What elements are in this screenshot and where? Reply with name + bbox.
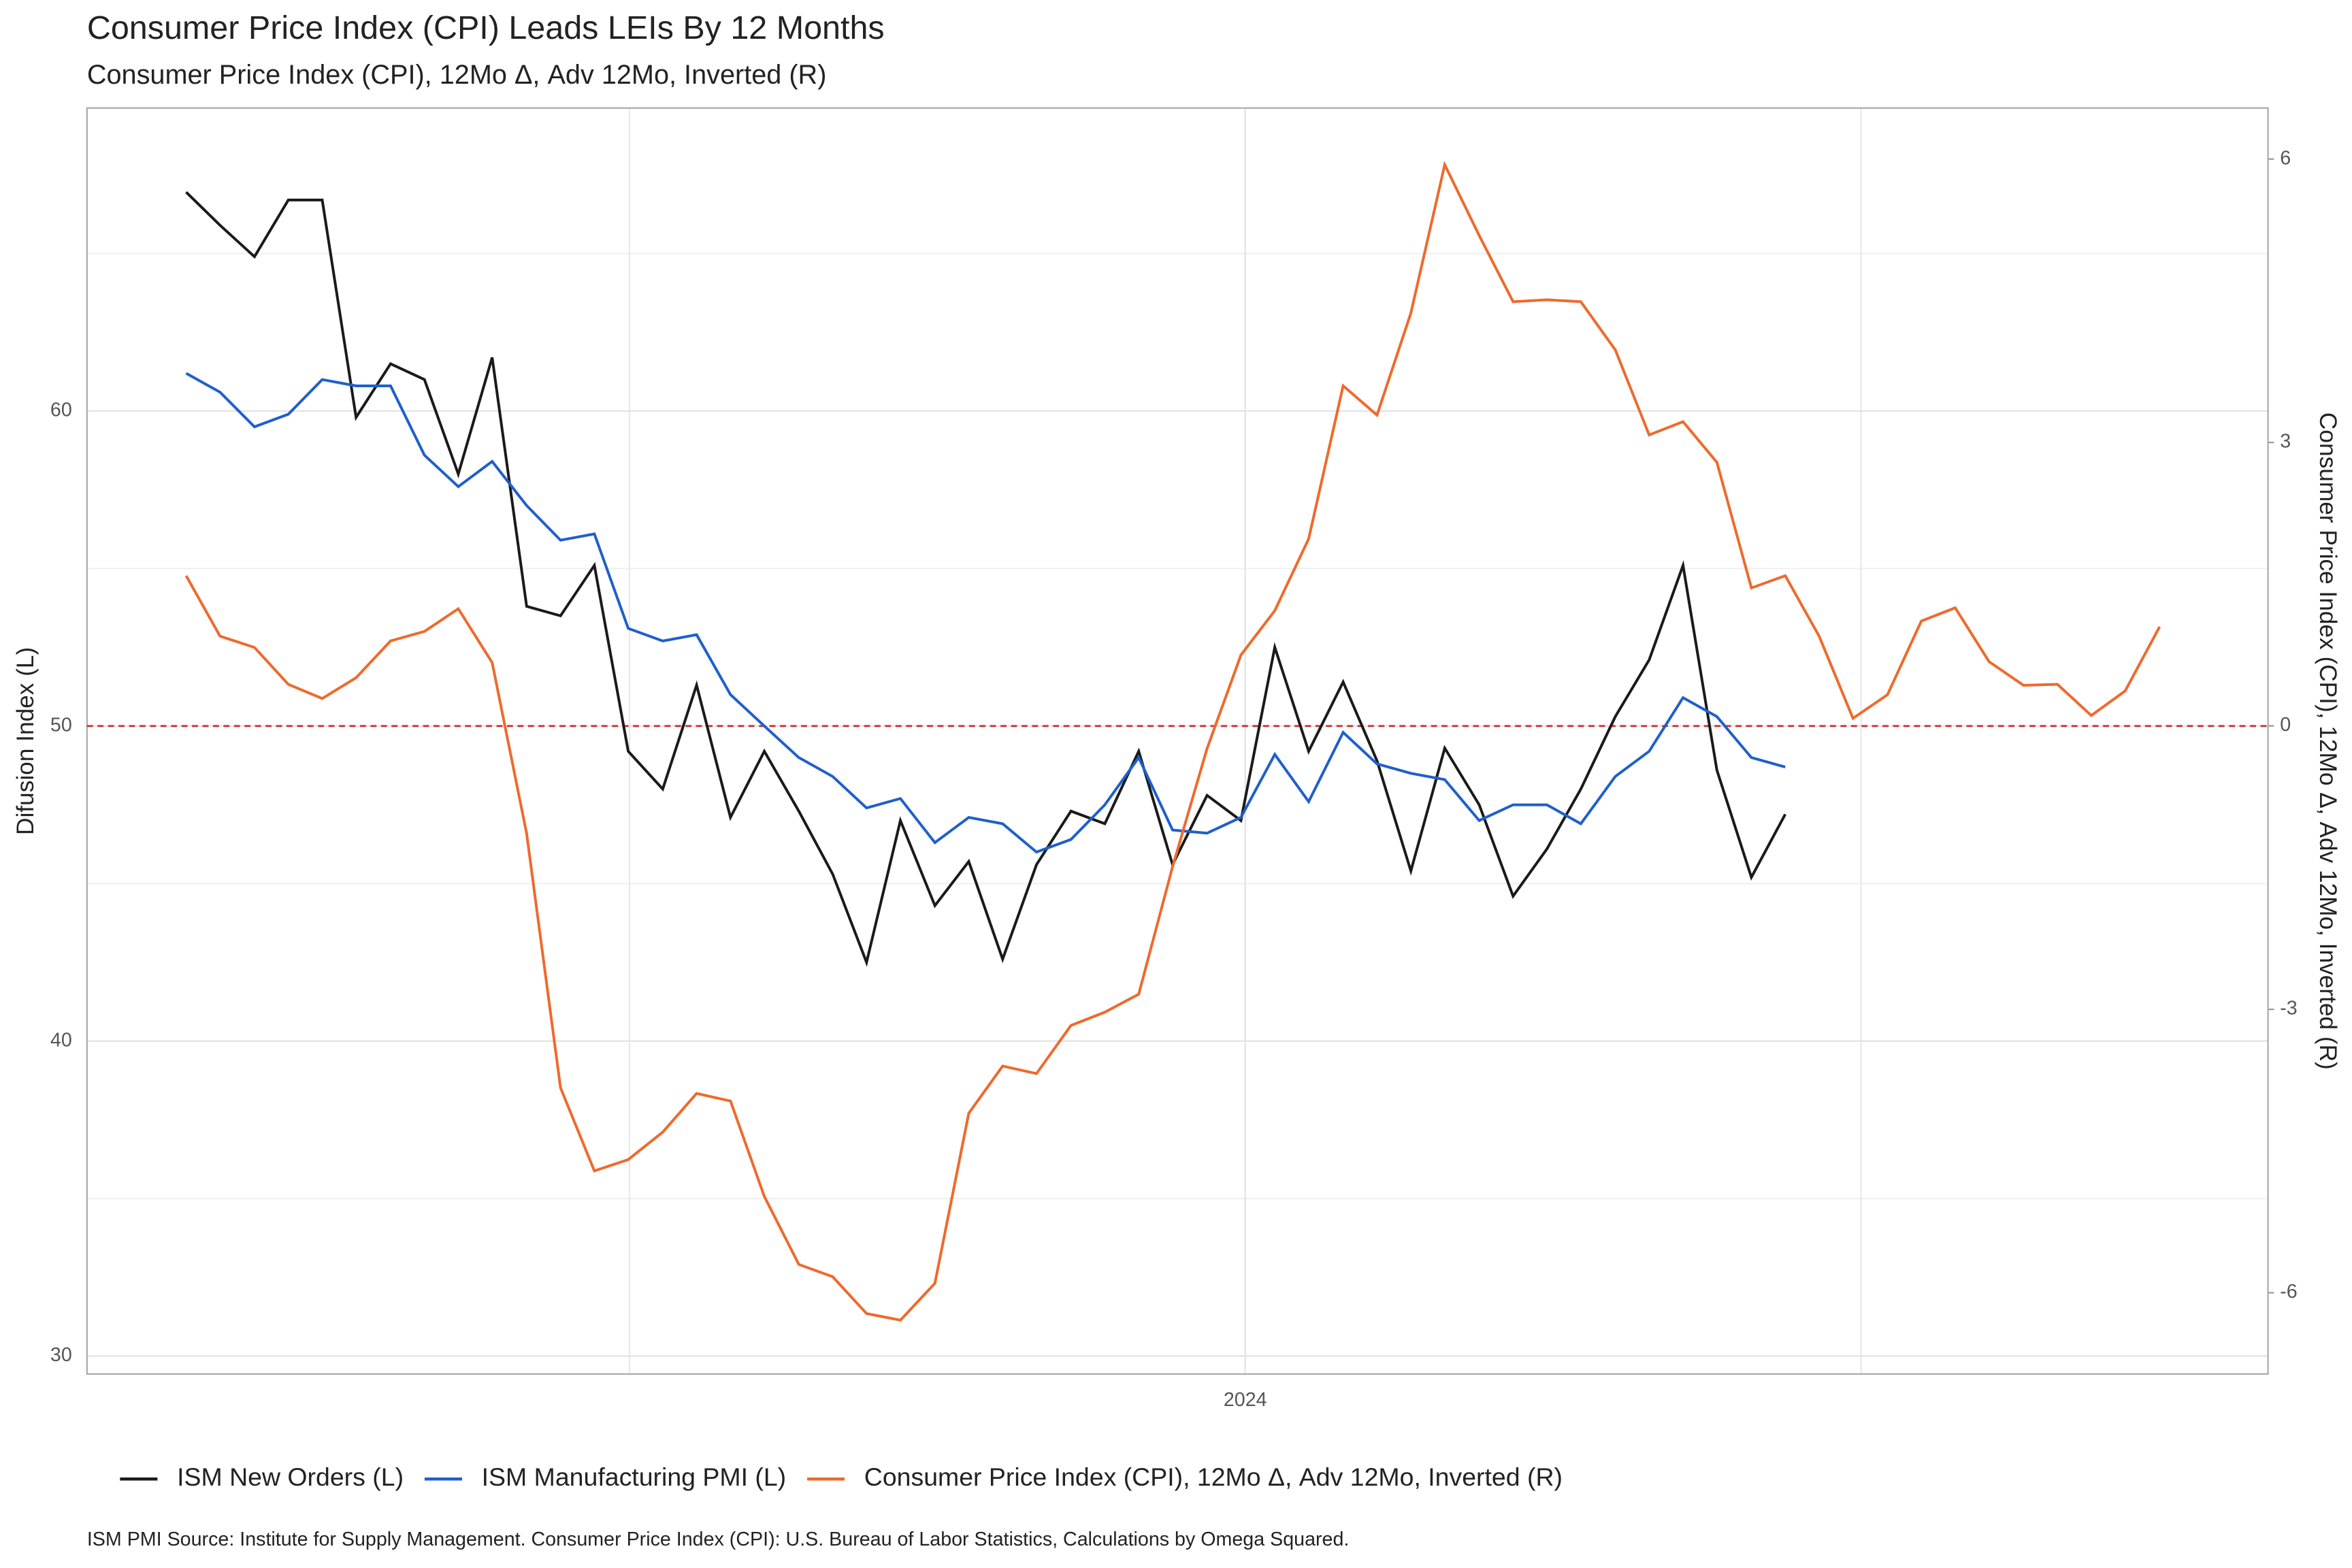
y2-tick-label: -6 bbox=[2280, 1281, 2297, 1303]
caption: ISM PMI Source: Institute for Supply Man… bbox=[87, 1529, 1350, 1550]
chart-subtitle: Consumer Price Index (CPI), 12Mo Δ, Adv … bbox=[87, 60, 827, 90]
series-line bbox=[184, 161, 2161, 1322]
y-tick-label: 50 bbox=[50, 714, 72, 736]
y2-tick-label: -3 bbox=[2280, 998, 2297, 1019]
x-tick-label: 2024 bbox=[1224, 1389, 1267, 1411]
y2-tick-label: 6 bbox=[2280, 147, 2291, 169]
series-line bbox=[185, 191, 1786, 967]
plot-border bbox=[86, 107, 2269, 1375]
legend-label: Consumer Price Index (CPI), 12Mo Δ, Adv … bbox=[864, 1463, 1563, 1491]
y2-tick-label: 0 bbox=[2280, 714, 2291, 736]
chart-title: Consumer Price Index (CPI) Leads LEIs By… bbox=[87, 10, 885, 46]
y-tick-label: 40 bbox=[50, 1029, 72, 1051]
y-tick-label: 60 bbox=[50, 399, 72, 421]
legend-label: ISM Manufacturing PMI (L) bbox=[482, 1463, 787, 1491]
y-axis-title: Difusion Index (L) bbox=[12, 647, 39, 835]
legend-label: ISM New Orders (L) bbox=[177, 1463, 404, 1491]
y2-axis-title: Consumer Price Index (CPI), 12Mo Δ, Adv … bbox=[2315, 412, 2341, 1070]
series-line bbox=[185, 372, 1786, 854]
y-tick-label: 30 bbox=[50, 1344, 72, 1366]
y2-tick-label: 3 bbox=[2280, 431, 2291, 453]
